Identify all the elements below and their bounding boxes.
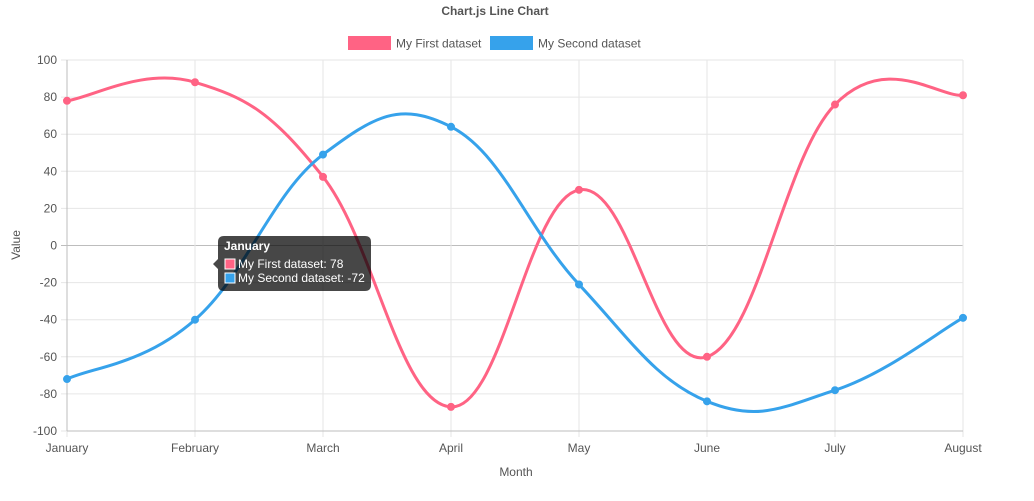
tooltip-swatch-series-2: [224, 272, 236, 284]
data-point[interactable]: [191, 78, 199, 87]
y-tick-label: 40: [44, 164, 58, 178]
tooltip-line-series-2: My Second dataset: -72: [238, 271, 365, 285]
series: [63, 76, 967, 414]
data-point[interactable]: [191, 315, 199, 324]
tooltip-title: January: [224, 239, 270, 253]
data-point[interactable]: [319, 172, 327, 181]
data-point[interactable]: [959, 91, 967, 100]
data-point[interactable]: [703, 397, 711, 406]
x-tick-label: February: [171, 441, 219, 455]
legend-item-series-1[interactable]: My First dataset: [348, 36, 482, 51]
series-line-1: [66, 76, 964, 409]
y-axis-ticks: -100 -80 -60 -40 -20 0 20 40 60 80 100: [33, 53, 57, 438]
y-tick-label: 20: [44, 201, 58, 215]
x-tick-label: August: [944, 441, 982, 455]
x-tick-label: March: [306, 441, 339, 455]
data-point[interactable]: [319, 150, 327, 159]
tooltip-box: [213, 236, 371, 291]
y-tick-label: -60: [40, 350, 58, 364]
data-point[interactable]: [63, 375, 71, 384]
x-axis-ticks: January February March April May June July Augu…: [46, 441, 983, 455]
y-tick-label: 100: [37, 53, 57, 67]
y-tick-label: 0: [50, 239, 57, 253]
y-tick-label: 80: [44, 90, 58, 104]
x-axis-title: Month: [499, 465, 532, 479]
legend-swatch-series-2: [490, 36, 533, 50]
data-point[interactable]: [959, 313, 967, 322]
legend[interactable]: My First dataset My Second dataset: [348, 36, 641, 51]
tooltip-swatch-series-1: [224, 258, 236, 270]
data-point[interactable]: [447, 122, 455, 131]
tooltip-line-series-1: My First dataset: 78: [238, 257, 344, 271]
data-point[interactable]: [831, 100, 839, 109]
x-tick-label: January: [46, 441, 89, 455]
legend-label-series-1: My First dataset: [396, 37, 482, 51]
legend-swatch-series-1: [348, 36, 391, 50]
tooltip: January My First dataset: 78 My Second d…: [213, 236, 371, 291]
chart-title: Chart.js Line Chart: [441, 4, 548, 18]
y-tick-label: -100: [33, 424, 57, 438]
x-tick-label: May: [568, 441, 591, 455]
data-point[interactable]: [703, 352, 711, 361]
y-tick-label: 60: [44, 127, 58, 141]
legend-label-series-2: My Second dataset: [538, 37, 641, 51]
legend-item-series-2[interactable]: My Second dataset: [490, 36, 641, 51]
y-tick-label: -80: [40, 387, 58, 401]
x-tick-label: April: [439, 441, 463, 455]
data-point[interactable]: [63, 96, 71, 105]
y-tick-label: -20: [40, 276, 58, 290]
data-point[interactable]: [575, 280, 583, 289]
data-point[interactable]: [575, 185, 583, 194]
y-tick-label: -40: [40, 313, 58, 327]
series-line-2: [66, 112, 964, 414]
y-axis-title: Value: [9, 230, 23, 260]
data-point[interactable]: [447, 402, 455, 411]
grid: [61, 59, 964, 437]
x-tick-label: July: [824, 441, 845, 455]
data-point[interactable]: [831, 386, 839, 395]
x-tick-label: June: [694, 441, 720, 455]
